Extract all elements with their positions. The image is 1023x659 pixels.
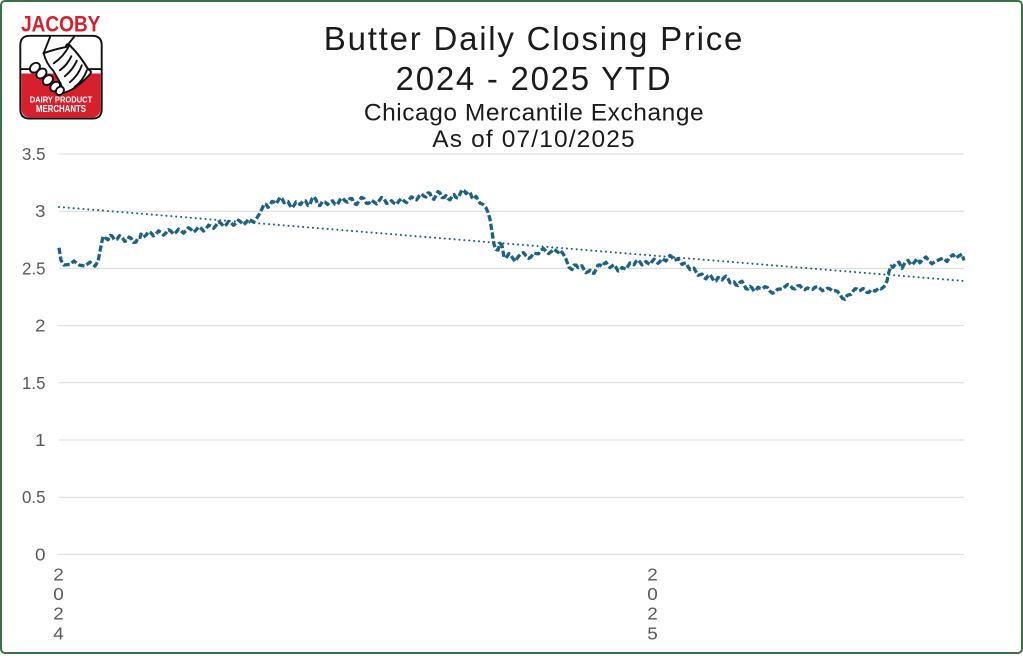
svg-text:2: 2 xyxy=(647,565,658,584)
svg-text:0: 0 xyxy=(647,585,658,604)
svg-text:2024 - 2025 YTD: 2024 - 2025 YTD xyxy=(396,60,673,97)
svg-text:2: 2 xyxy=(53,565,64,584)
svg-text:MERCHANTS: MERCHANTS xyxy=(36,103,86,114)
svg-text:3.5: 3.5 xyxy=(22,145,46,164)
svg-text:Butter Daily Closing Price: Butter Daily Closing Price xyxy=(324,20,744,57)
svg-text:2: 2 xyxy=(647,605,658,624)
svg-text:2: 2 xyxy=(35,317,46,336)
svg-text:JACOBY: JACOBY xyxy=(21,12,100,37)
svg-text:4: 4 xyxy=(53,624,64,643)
svg-text:1.5: 1.5 xyxy=(22,374,46,393)
svg-text:2.5: 2.5 xyxy=(22,259,46,278)
svg-text:2: 2 xyxy=(53,605,64,624)
svg-text:5: 5 xyxy=(647,624,658,643)
svg-text:0: 0 xyxy=(53,585,64,604)
svg-text:Chicago Mercantile Exchange: Chicago Mercantile Exchange xyxy=(364,99,704,126)
svg-text:0.5: 0.5 xyxy=(22,488,46,507)
svg-text:As of 07/10/2025: As of 07/10/2025 xyxy=(432,126,636,153)
svg-text:3: 3 xyxy=(35,202,46,221)
svg-text:DAIRY PRODUCT: DAIRY PRODUCT xyxy=(30,95,93,104)
svg-text:0: 0 xyxy=(35,545,46,564)
svg-text:1: 1 xyxy=(35,431,46,450)
